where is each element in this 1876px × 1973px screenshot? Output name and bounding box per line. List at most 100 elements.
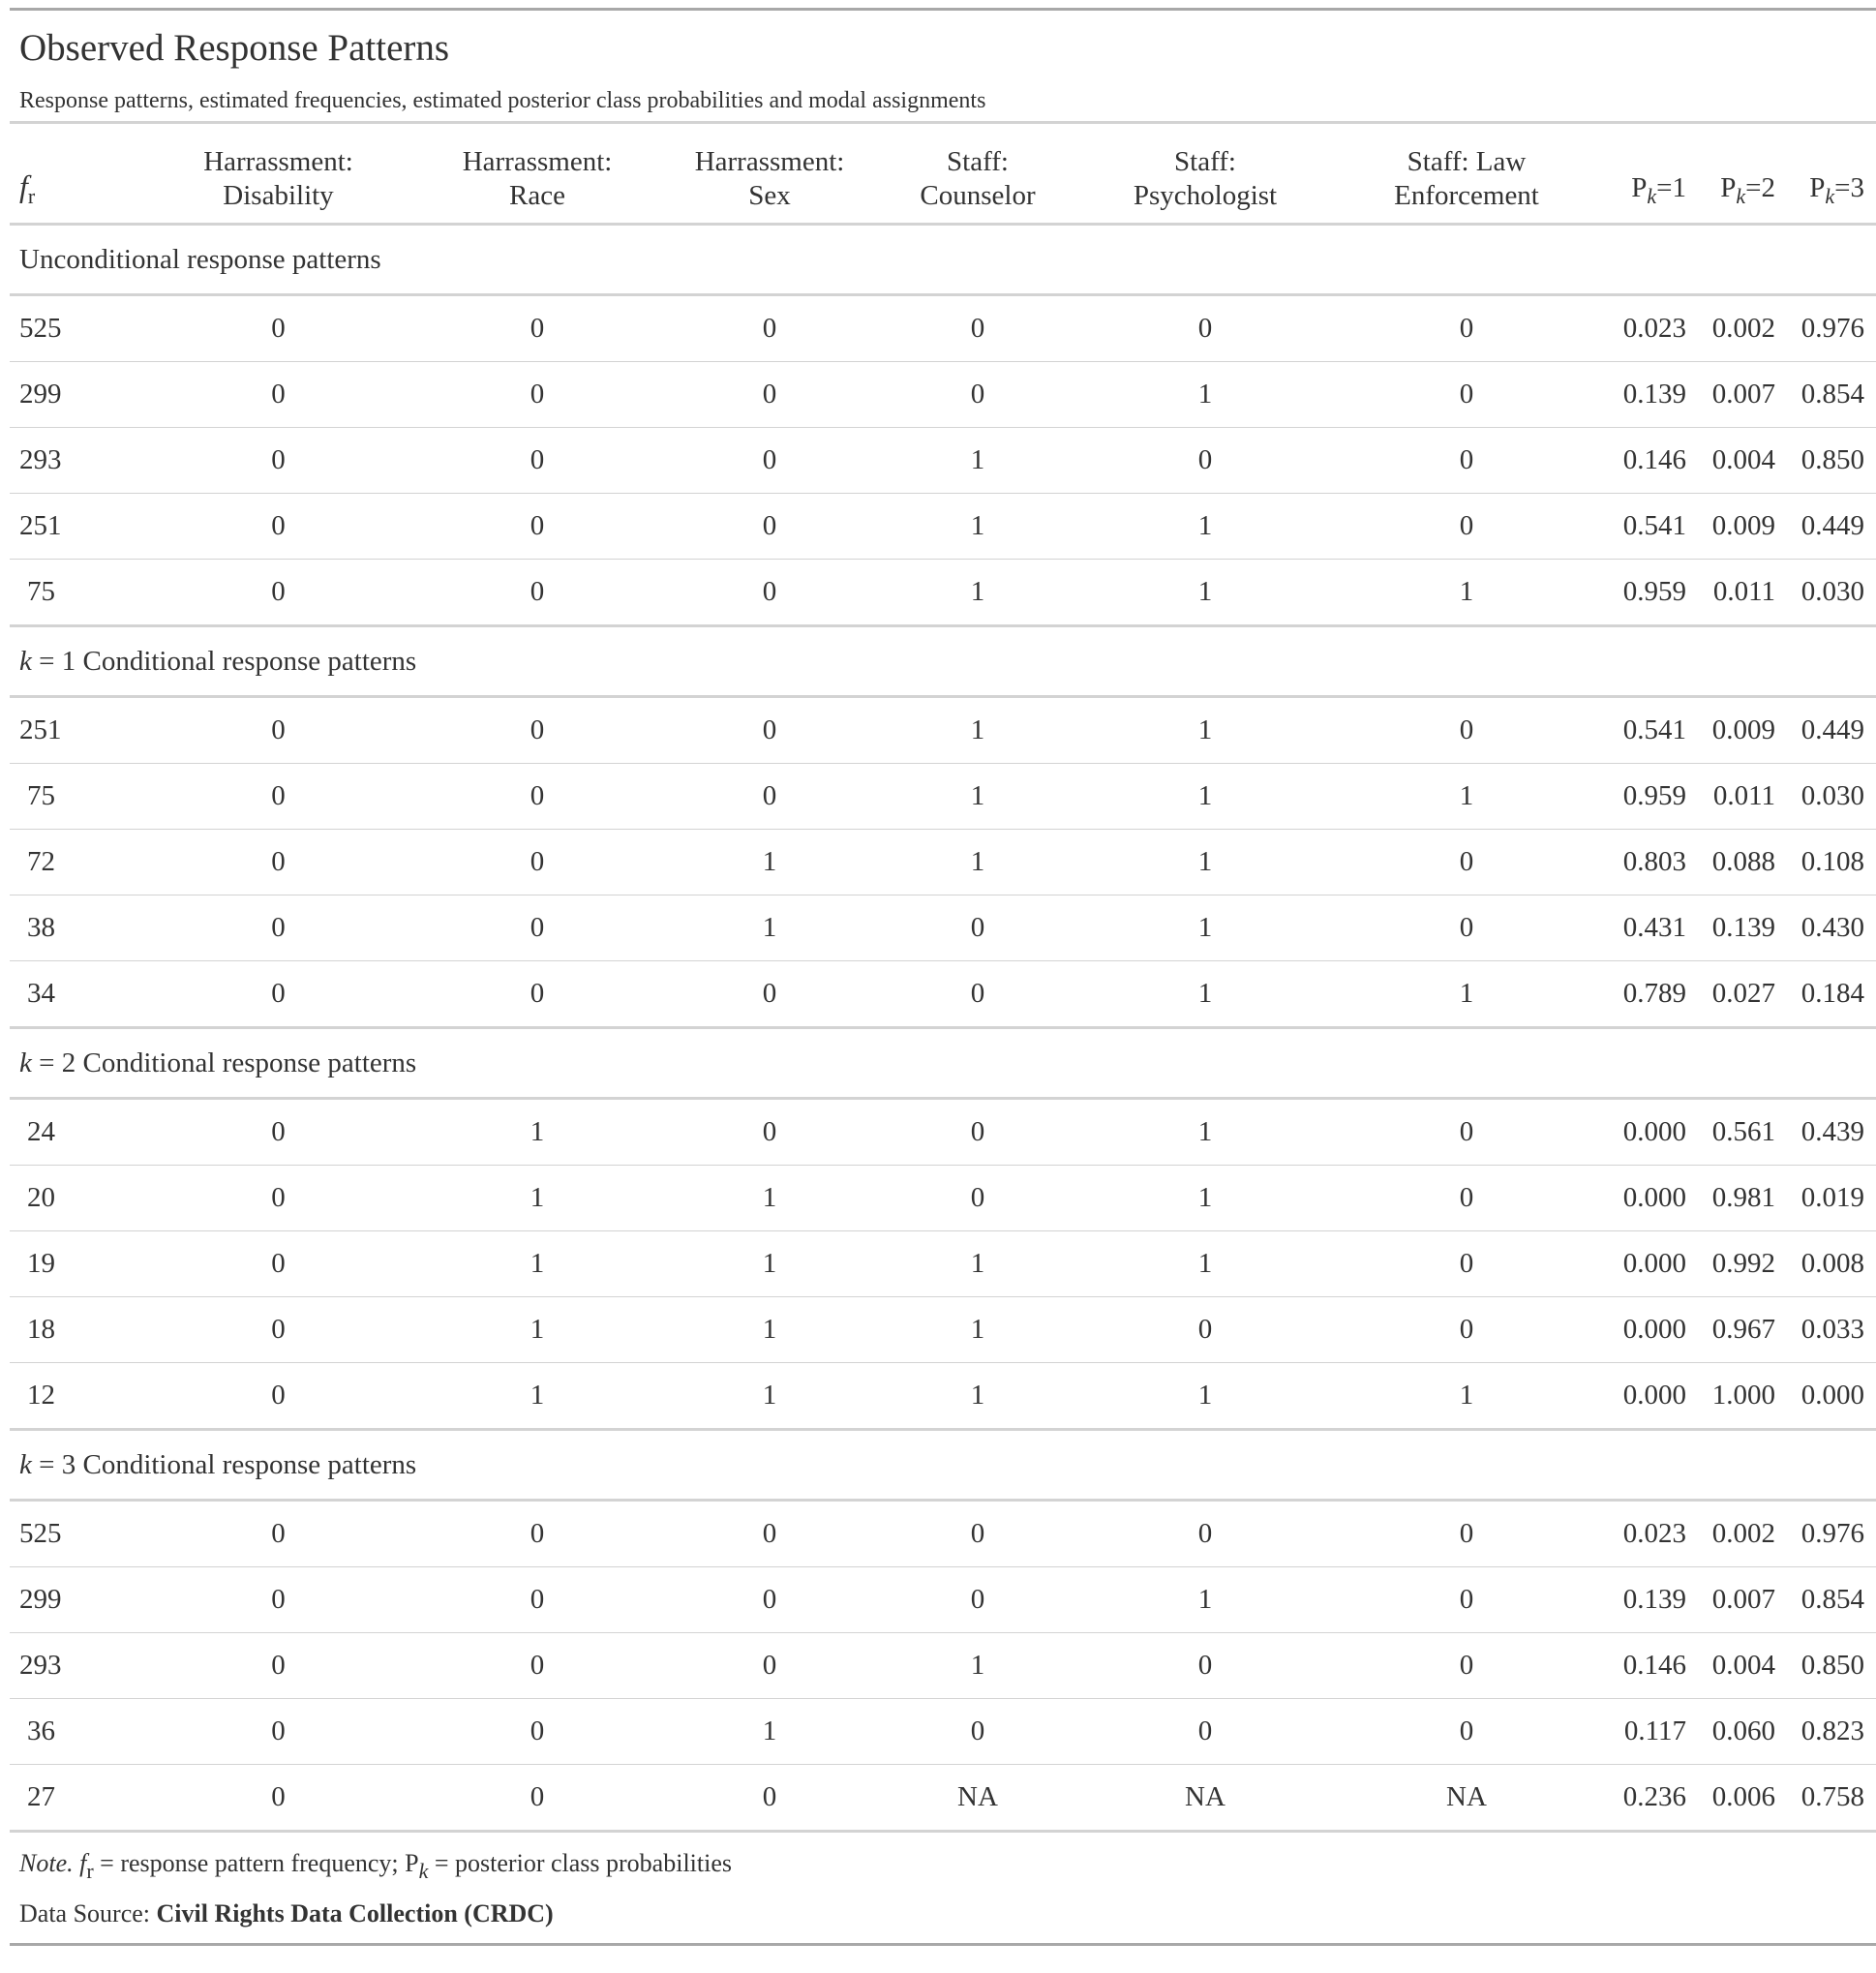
cell-indicator: NA — [1336, 1764, 1597, 1830]
cell-frequency: 12 — [10, 1362, 140, 1430]
cell-indicator: 0 — [140, 294, 416, 362]
cell-prob-class-3: 0.854 — [1783, 361, 1872, 428]
header-harassment-sex: Harrassment: Sex — [694, 146, 845, 211]
cell-frequency: 293 — [10, 427, 140, 494]
cell-indicator: 1 — [658, 1698, 881, 1765]
cell-indicator: 0 — [416, 493, 658, 560]
cell-cut-column — [1872, 559, 1876, 626]
footnote: Note. fr = response pattern frequency; P… — [19, 1849, 732, 1883]
cell-prob-class-2: 0.002 — [1694, 294, 1783, 362]
group-header-row: k = 2 Conditional response patterns — [10, 1026, 1876, 1100]
cell-indicator: 0 — [1336, 1165, 1597, 1231]
cell-indicator: 0 — [140, 696, 416, 764]
cell-indicator: 1 — [881, 1362, 1074, 1430]
cell-cut-column — [1872, 493, 1876, 560]
cell-indicator: 1 — [416, 1362, 658, 1430]
cell-indicator: 0 — [1074, 1500, 1336, 1567]
cell-indicator: 1 — [1074, 960, 1336, 1028]
table-row: 36 0 0 1 0 0 0 0.117 0.060 0.823 — [10, 1698, 1876, 1765]
cell-indicator: 0 — [1074, 427, 1336, 494]
cell-indicator: 0 — [881, 1098, 1074, 1166]
table-row: 18 0 1 1 1 0 0 0.000 0.967 0.033 — [10, 1296, 1876, 1363]
cell-indicator: 0 — [881, 294, 1074, 362]
cell-indicator: 0 — [658, 1098, 881, 1166]
cell-indicator: 1 — [658, 829, 881, 895]
table-row: 299 0 0 0 0 1 0 0.139 0.007 0.854 — [10, 361, 1876, 428]
cell-prob-class-1: 0.139 — [1597, 1566, 1694, 1633]
table-row: 525 0 0 0 0 0 0 0.023 0.002 0.976 — [10, 294, 1876, 362]
cell-indicator: 0 — [140, 1362, 416, 1430]
cell-prob-class-2: 0.002 — [1694, 1500, 1783, 1567]
cell-indicator: 0 — [1336, 1632, 1597, 1699]
group-header-row: Unconditional response patterns — [10, 224, 1876, 296]
cell-prob-class-2: 0.009 — [1694, 493, 1783, 560]
header-prob-class-3: Pk=3 — [1809, 172, 1864, 208]
table-title: Observed Response Patterns — [19, 27, 450, 69]
cell-indicator: 0 — [140, 1230, 416, 1297]
cell-cut-column — [1872, 1296, 1876, 1363]
table-row: 75 0 0 0 1 1 1 0.959 0.011 0.030 — [10, 763, 1876, 830]
cell-prob-class-1: 0.146 — [1597, 1632, 1694, 1699]
cell-prob-class-2: 0.139 — [1694, 895, 1783, 961]
cell-indicator: 1 — [1074, 1098, 1336, 1166]
cell-indicator: 1 — [1074, 1230, 1336, 1297]
cell-indicator: 0 — [416, 1566, 658, 1633]
group-label: k = 2 Conditional response patterns — [10, 1026, 1876, 1100]
cell-indicator: 0 — [416, 361, 658, 428]
cell-prob-class-3: 0.000 — [1783, 1362, 1872, 1430]
cell-cut-column — [1872, 1362, 1876, 1430]
group-header-row: k = 1 Conditional response patterns — [10, 624, 1876, 698]
cell-indicator: 0 — [881, 895, 1074, 961]
cell-indicator: 0 — [140, 1296, 416, 1363]
cell-indicator: 0 — [140, 493, 416, 560]
cell-indicator: 0 — [1336, 1230, 1597, 1297]
cell-indicator: 0 — [140, 1165, 416, 1231]
header-cut-column — [1872, 123, 1876, 225]
cell-indicator: 0 — [1336, 1566, 1597, 1633]
cell-prob-class-1: 0.959 — [1597, 559, 1694, 626]
cell-indicator: 1 — [658, 1362, 881, 1430]
cell-indicator: 0 — [1336, 696, 1597, 764]
table-row: 24 0 1 0 0 1 0 0.000 0.561 0.439 — [10, 1098, 1876, 1166]
cell-indicator: 0 — [416, 1500, 658, 1567]
cell-indicator: 0 — [658, 1566, 881, 1633]
header-staff-psychologist: Staff: Psychologist — [1133, 146, 1278, 211]
cell-indicator: 0 — [658, 763, 881, 830]
cell-indicator: 0 — [416, 1698, 658, 1765]
cell-frequency: 19 — [10, 1230, 140, 1297]
table-subtitle: Response patterns, estimated frequencies… — [19, 88, 986, 113]
cell-cut-column — [1872, 763, 1876, 830]
cell-indicator: 0 — [416, 559, 658, 626]
cell-frequency: 36 — [10, 1698, 140, 1765]
cell-prob-class-2: 0.060 — [1694, 1698, 1783, 1765]
cell-prob-class-2: 0.027 — [1694, 960, 1783, 1028]
cell-frequency: 75 — [10, 763, 140, 830]
cell-indicator: 1 — [658, 1230, 881, 1297]
cell-indicator: 1 — [1074, 1566, 1336, 1633]
cell-indicator: 0 — [140, 960, 416, 1028]
group-label: Unconditional response patterns — [10, 224, 1876, 296]
cell-cut-column — [1872, 829, 1876, 895]
cell-prob-class-1: 0.000 — [1597, 1362, 1694, 1430]
cell-prob-class-3: 0.449 — [1783, 696, 1872, 764]
cell-prob-class-2: 0.011 — [1694, 763, 1783, 830]
cell-prob-class-2: 0.006 — [1694, 1764, 1783, 1830]
cell-indicator: 0 — [1336, 1098, 1597, 1166]
cell-prob-class-3: 0.823 — [1783, 1698, 1872, 1765]
cell-indicator: NA — [881, 1764, 1074, 1830]
cell-frequency: 293 — [10, 1632, 140, 1699]
cell-prob-class-1: 0.236 — [1597, 1764, 1694, 1830]
cell-indicator: 1 — [1074, 1362, 1336, 1430]
cell-cut-column — [1872, 294, 1876, 362]
cell-indicator: 0 — [416, 763, 658, 830]
table-row: 251 0 0 0 1 1 0 0.541 0.009 0.449 — [10, 493, 1876, 560]
cell-indicator: 1 — [881, 559, 1074, 626]
cell-indicator: 1 — [881, 493, 1074, 560]
cell-frequency: 299 — [10, 361, 140, 428]
cell-prob-class-3: 0.976 — [1783, 294, 1872, 362]
cell-prob-class-3: 0.976 — [1783, 1500, 1872, 1567]
cell-indicator: 0 — [658, 361, 881, 428]
cell-frequency: 251 — [10, 696, 140, 764]
cell-indicator: 0 — [881, 960, 1074, 1028]
header-staff-counselor: Staff: Counselor — [920, 146, 1036, 211]
